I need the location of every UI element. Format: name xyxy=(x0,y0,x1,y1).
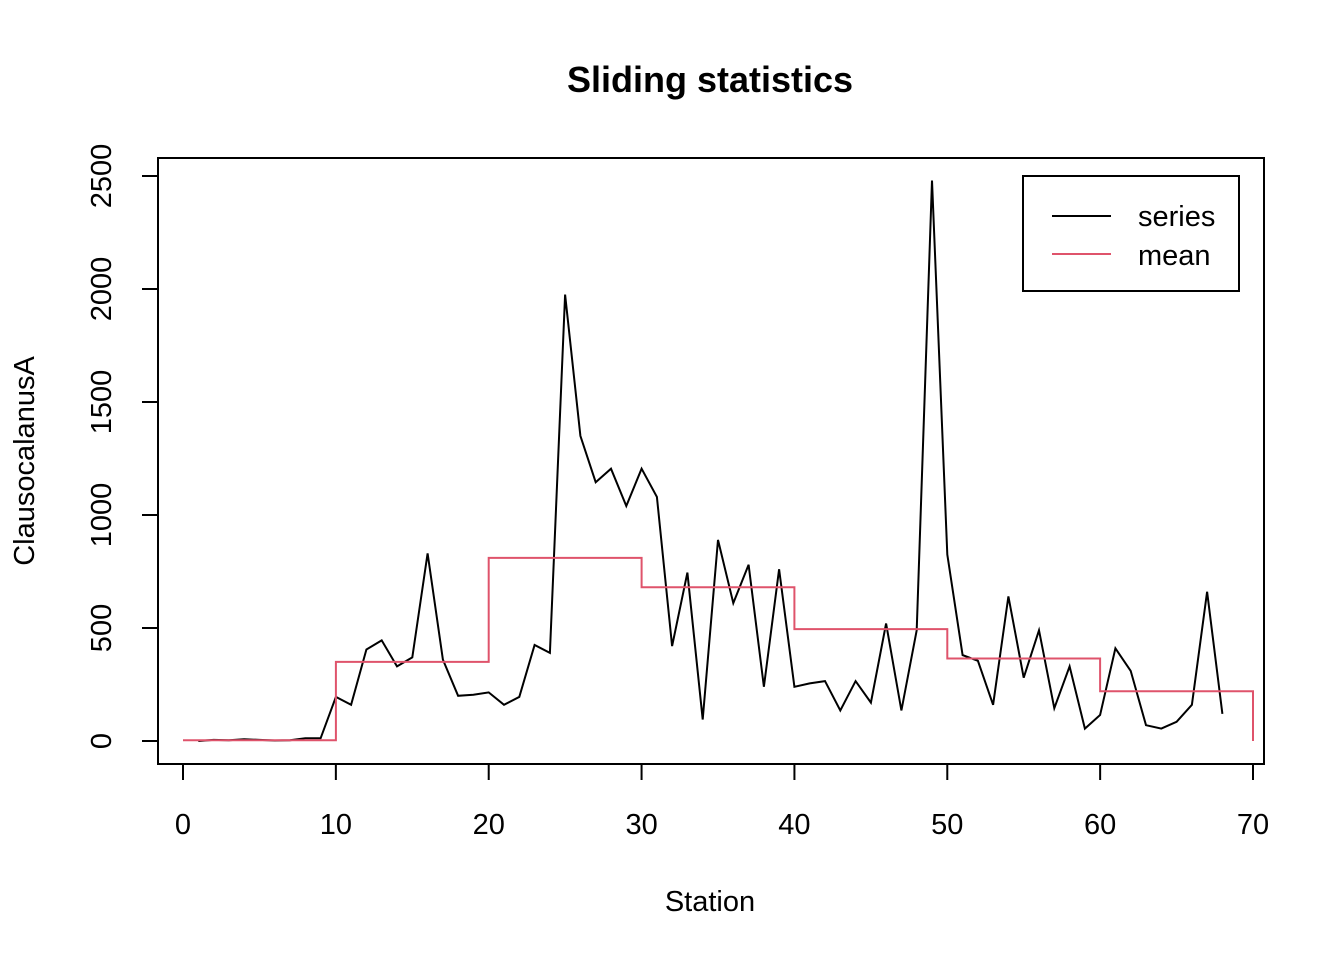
legend-series-label: series xyxy=(1138,201,1215,233)
y-tick-label: 0 xyxy=(86,733,118,749)
legend-box xyxy=(1022,175,1240,292)
series-line-mean xyxy=(183,556,1254,742)
y-tick-label: 1500 xyxy=(86,370,118,435)
y-tick-label: 2000 xyxy=(86,257,118,322)
legend: series mean xyxy=(1022,175,1240,292)
chart-title: Sliding statistics xyxy=(567,59,853,100)
legend-mean-label: mean xyxy=(1138,240,1211,272)
x-axis-label: Station xyxy=(665,886,755,918)
x-tick-label: 30 xyxy=(625,809,657,841)
y-axis-label: ClausocalanusA xyxy=(9,356,41,566)
x-axis: 0 10 20 30 40 50 60 70 xyxy=(175,763,1269,841)
y-axis: 0 500 1000 1500 2000 2500 xyxy=(86,144,159,749)
x-tick-label: 50 xyxy=(931,809,963,841)
x-tick-label: 40 xyxy=(778,809,810,841)
y-tick-label: 1000 xyxy=(86,483,118,548)
x-tick-label: 60 xyxy=(1084,809,1116,841)
x-tick-label: 10 xyxy=(320,809,352,841)
series-line-series xyxy=(198,180,1224,742)
x-tick-label: 70 xyxy=(1237,809,1269,841)
y-tick-label: 500 xyxy=(86,604,118,652)
series-layer xyxy=(183,180,1254,742)
x-tick-label: 0 xyxy=(175,809,191,841)
x-tick-label: 20 xyxy=(473,809,505,841)
y-tick-label: 2500 xyxy=(86,144,118,209)
